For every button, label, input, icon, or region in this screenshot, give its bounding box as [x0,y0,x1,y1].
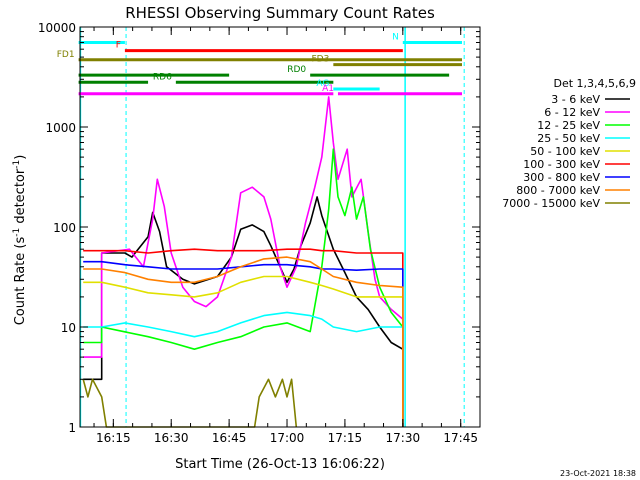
chart-title: RHESSI Observing Summary Count Rates [125,4,435,22]
series-line-3 [83,311,404,427]
ylabel-sup2: -1 [12,160,22,169]
series-line-0 [83,196,404,427]
flag-label-ag: AG [316,79,329,89]
svg-text:Count Rate (s-1 detector-1): Count Rate (s-1 detector-1) [12,155,28,326]
x-axis-label: Start Time (26-Oct-13 16:06:22) [175,457,385,472]
x-tick-label-5: 17:30 [386,431,421,445]
series-line-7 [83,256,404,427]
x-tick-label-6: 17:45 [443,431,478,445]
legend-label-1: 6 - 12 keV [544,106,600,119]
series-line-5 [83,248,404,427]
ylabel-end: ) [13,155,28,160]
x-tick-label-3: 17:00 [270,431,305,445]
legend-label-8: 7000 - 15000 keV [502,197,600,210]
flag-label-a1: A1 [322,84,334,94]
flag-label-rd0: RD0 [287,65,306,75]
flag-label-fd3: FD3 [311,55,329,65]
legend-title: Det 1,3,4,5,6,9 [553,77,636,90]
legend-label-7: 800 - 7000 keV [516,184,600,197]
x-tick-label-1: 16:30 [154,431,189,445]
series-line-1 [83,96,404,427]
y-tick-label-2: 100 [53,221,76,235]
flag-label-rd6: RD6 [153,72,172,82]
y-tick-label-1: 10 [61,321,76,335]
legend-label-3: 25 - 50 keV [537,132,600,145]
flag-label-f: F [116,41,121,51]
x-tick-label-0: 16:15 [96,431,131,445]
flag-label-n: N [392,32,399,42]
x-tick-label-4: 17:15 [328,431,363,445]
axes: 16:15 16:30 16:45 17:00 17:15 17:30 17:45 1 10 10… [38,21,481,445]
legend-label-4: 50 - 100 keV [530,145,600,158]
ylabel-mid: detector [13,168,28,228]
ylabel-sup1: -1 [12,228,22,237]
y-tick-label-4: 10000 [38,21,76,35]
legend-label-0: 3 - 6 keV [551,93,600,106]
ylabel-main: Count Rate (s [13,237,28,326]
y-axis-label: Count Rate (s-1 detector-1) [12,155,28,326]
series-line-2 [83,148,404,427]
series-line-8 [82,378,298,428]
legend-label-6: 300 - 800 keV [523,171,600,184]
series-line-4 [83,275,404,427]
x-tick-label-2: 16:45 [212,431,247,445]
plot-frame [79,26,481,428]
flag-label-fd1: FD1 [57,50,75,60]
series-line-6 [83,260,404,427]
y-tick-label-3: 1000 [45,121,76,135]
y-tick-label-0: 1 [68,421,76,435]
legend-label-5: 100 - 300 keV [523,158,600,171]
legend-label-2: 12 - 25 keV [537,119,600,132]
series-group [82,96,404,428]
footer-timestamp: 23-Oct-2021 18:38 [560,469,636,478]
